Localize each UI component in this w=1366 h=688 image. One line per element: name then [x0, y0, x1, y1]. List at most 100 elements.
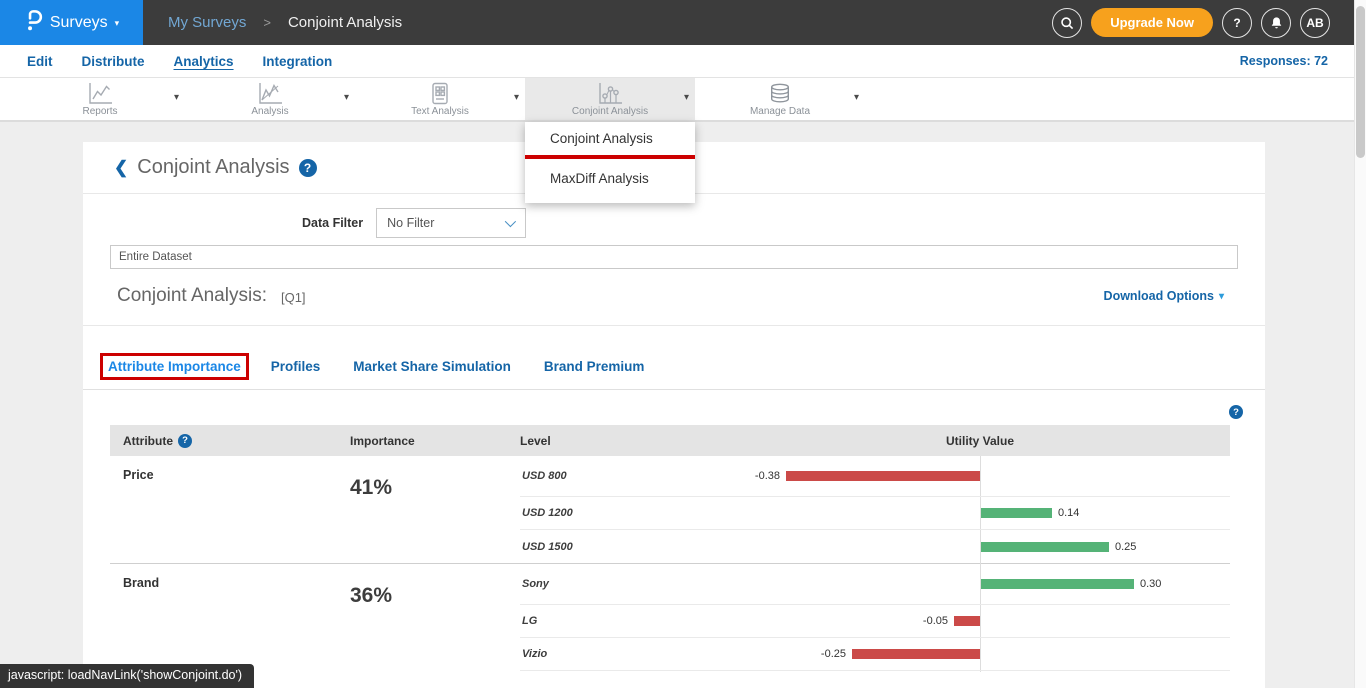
caret-down-icon[interactable]: ▾	[853, 92, 859, 103]
utility-bar-zone: 0.30	[520, 564, 1230, 604]
attribute-help-icon[interactable]: ?	[178, 433, 192, 448]
chevron-down-icon	[504, 215, 517, 228]
conjoint-dropdown-menu: Conjoint Analysis MaxDiff Analysis	[525, 122, 695, 203]
trend-chart-icon	[257, 81, 283, 105]
utility-row: Vizio -0.25	[520, 638, 1230, 671]
tab-attribute-importance[interactable]: Attribute Importance	[100, 353, 249, 380]
section-heading-row: Conjoint Analysis: [Q1] Download Options…	[83, 285, 1265, 307]
search-icon	[1061, 16, 1074, 29]
toolbar-item-label: Manage Data	[749, 106, 811, 117]
utility-bar	[954, 616, 980, 626]
avatar[interactable]: AB	[1300, 7, 1330, 38]
breadcrumb: My Surveys > Conjoint Analysis	[168, 14, 402, 31]
toolbar-item-manage-data[interactable]: Manage Data ▾	[695, 78, 865, 120]
data-filter-label: Data Filter	[302, 216, 364, 230]
utility-bar-zone: -0.25	[520, 638, 1230, 670]
title-help-icon[interactable]: ?	[298, 158, 317, 177]
upgrade-now-button[interactable]: Upgrade Now	[1091, 8, 1213, 37]
caret-down-icon[interactable]: ▾	[513, 92, 519, 103]
level-label: LG	[522, 615, 538, 627]
annotation-underline	[525, 155, 695, 159]
level-label: Sony	[522, 578, 549, 590]
utility-value-label: -0.05	[922, 615, 948, 627]
page-title: Conjoint Analysis	[137, 156, 290, 178]
download-options-button[interactable]: Download Options ▾	[1104, 289, 1224, 303]
toolbar-item-label: Reports	[82, 106, 118, 117]
utility-bar	[981, 508, 1052, 518]
column-header-utility-value: Utility Value	[945, 433, 1015, 448]
utility-bar-zone: -0.05	[520, 605, 1230, 637]
utility-value-label: 0.25	[1115, 540, 1137, 553]
utility-row: USD 800 -0.38	[520, 456, 1230, 497]
menu-item-conjoint-analysis[interactable]: Conjoint Analysis	[550, 131, 653, 146]
analytics-toolbar: Reports ▾ Analysis ▾ Text Analysis ▾ Con…	[0, 78, 1354, 122]
level-label: USD 1200	[522, 507, 573, 519]
caret-down-icon[interactable]: ▾	[173, 92, 179, 103]
toolbar-item-label: Conjoint Analysis	[571, 106, 649, 117]
back-chevron-icon[interactable]: ❮	[114, 157, 129, 177]
question-icon: ?	[1233, 15, 1241, 30]
nav-item-distribute[interactable]: Distribute	[81, 53, 145, 69]
column-header-attribute: Attribute ?	[123, 433, 192, 448]
text-analysis-icon	[429, 81, 451, 105]
toolbar-item-reports[interactable]: Reports ▾	[15, 78, 185, 120]
group-separator	[110, 563, 1230, 564]
table-body: Price 41% USD 800 -0.38 USD 1200 0.14 US…	[110, 456, 1230, 672]
help-button[interactable]: ?	[1222, 7, 1252, 38]
utility-bar-zone: 0.14	[520, 497, 1230, 529]
level-label: USD 800	[522, 470, 567, 482]
tabs-divider	[83, 389, 1265, 390]
toolbar-item-conjoint-analysis[interactable]: Conjoint Analysis ▾	[525, 78, 695, 120]
top-bar: Surveys ▾ My Surveys > Conjoint Analysis…	[0, 0, 1354, 45]
nav-item-integration[interactable]: Integration	[262, 53, 333, 69]
attribute-group-price: Price 41% USD 800 -0.38 USD 1200 0.14 US…	[110, 456, 1230, 563]
table-help-icon[interactable]: ?	[1229, 405, 1243, 419]
toolbar-item-label: Text Analysis	[411, 106, 469, 117]
table-header: Attribute ? Importance Level Utility Val…	[110, 425, 1230, 456]
search-button[interactable]	[1052, 7, 1083, 38]
toolbar-item-text-analysis[interactable]: Text Analysis ▾	[355, 78, 525, 120]
conjoint-chart-icon	[597, 81, 623, 105]
tab-profiles[interactable]: Profiles	[270, 359, 321, 374]
attribute-name: Price	[123, 468, 154, 482]
utility-bar	[852, 649, 980, 659]
database-icon	[768, 81, 792, 105]
main-content: ❮ Conjoint Analysis ? Data Filter No Fil…	[83, 142, 1265, 688]
survey-nav: Edit Distribute Analytics Integration Re…	[0, 45, 1354, 78]
utility-bar	[786, 471, 980, 481]
tab-market-share-simulation[interactable]: Market Share Simulation	[353, 359, 511, 374]
data-filter-value: No Filter	[387, 216, 435, 230]
breadcrumb-my-surveys[interactable]: My Surveys	[168, 14, 247, 31]
breadcrumb-current: Conjoint Analysis	[287, 14, 403, 31]
bell-icon	[1271, 16, 1281, 28]
question-reference: [Q1]	[280, 290, 306, 305]
product-switcher[interactable]: Surveys ▾	[0, 0, 143, 45]
utility-bar	[981, 541, 1109, 552]
attribute-name: Brand	[123, 576, 160, 590]
utility-bar-zone: -0.38	[520, 456, 1230, 496]
utility-value-label: 0.14	[1058, 507, 1080, 519]
menu-item-maxdiff-analysis[interactable]: MaxDiff Analysis	[550, 170, 649, 186]
dataset-field[interactable]: Entire Dataset	[110, 245, 1238, 269]
toolbar-item-analysis[interactable]: Analysis ▾	[185, 78, 355, 120]
scrollbar-thumb[interactable]	[1356, 6, 1365, 158]
data-filter-select[interactable]: No Filter	[376, 208, 527, 238]
questionpro-p-logo-icon	[24, 8, 43, 37]
utility-row: LG -0.05	[520, 605, 1230, 638]
nav-item-analytics[interactable]: Analytics	[173, 53, 234, 69]
utility-value-label: -0.38	[754, 470, 780, 482]
notifications-button[interactable]	[1261, 7, 1291, 38]
tab-brand-premium[interactable]: Brand Premium	[543, 359, 645, 374]
caret-down-icon[interactable]: ▾	[683, 92, 689, 103]
nav-item-edit[interactable]: Edit	[27, 53, 53, 69]
filter-row: Data Filter No Filter	[83, 194, 1265, 238]
utility-bar	[981, 579, 1134, 589]
column-header-importance: Importance	[350, 433, 415, 448]
utility-value-label: -0.25	[820, 648, 846, 660]
vertical-scrollbar[interactable]	[1354, 0, 1366, 688]
attribute-header-label: Attribute	[123, 433, 173, 448]
level-label: Vizio	[522, 648, 548, 660]
caret-down-icon[interactable]: ▾	[343, 92, 349, 103]
attribute-importance-value: 41%	[350, 476, 393, 499]
